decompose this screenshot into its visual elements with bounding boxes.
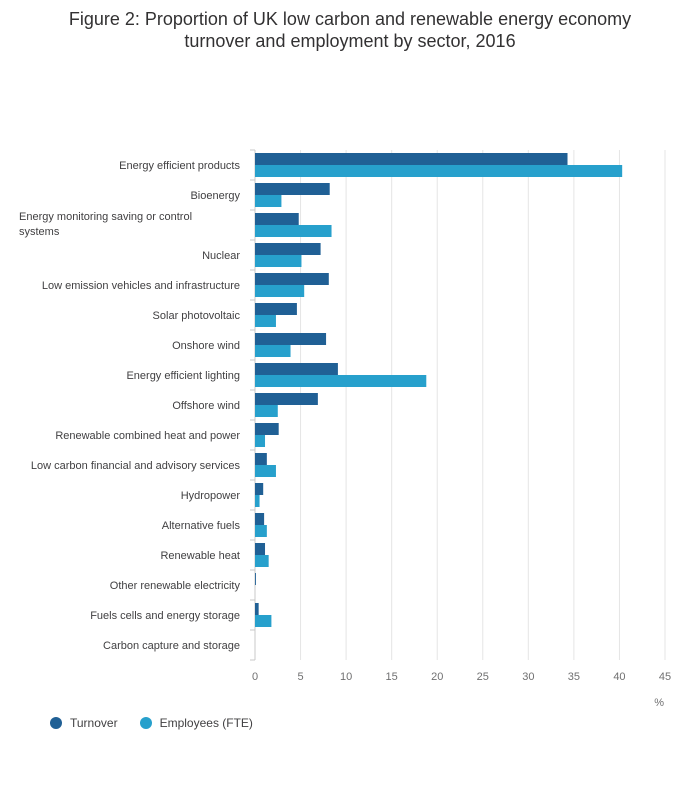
bar-employees [255, 165, 623, 177]
bar-turnover [255, 483, 264, 495]
category-label: Fuels cells and energy storage [90, 610, 240, 622]
x-tick-label: 10 [340, 671, 352, 683]
x-unit-label: % [654, 697, 664, 709]
category-label: Low carbon financial and advisory servic… [31, 460, 241, 472]
bar-turnover [255, 393, 318, 405]
bar-turnover [255, 603, 259, 615]
bar-turnover [255, 573, 256, 585]
x-tick-label: 0 [252, 671, 258, 683]
legend-item-turnover: Turnover [50, 716, 118, 730]
x-tick-label: 35 [568, 671, 580, 683]
category-label: Alternative fuels [162, 520, 241, 532]
x-tick-label: 45 [659, 671, 671, 683]
bar-employees [255, 615, 272, 627]
chart-title-line-2: turnover and employment by sector, 2016 [184, 31, 516, 51]
legend-label-employees: Employees (FTE) [159, 716, 253, 730]
chart-title-line-1: Figure 2: Proportion of UK low carbon an… [68, 9, 632, 29]
bar-employees [255, 195, 282, 207]
category-label: Solar photovoltaic [153, 310, 241, 322]
bar-employees [255, 435, 266, 447]
bar-turnover [255, 153, 568, 165]
bar-turnover [255, 333, 327, 345]
bar-turnover [255, 213, 299, 225]
bar-turnover [255, 183, 330, 195]
category-label: Renewable combined heat and power [55, 430, 240, 442]
category-label: Onshore wind [172, 340, 240, 352]
category-label: Offshore wind [172, 400, 240, 412]
category-label: Hydropower [181, 490, 241, 502]
bar-turnover [255, 423, 279, 435]
legend-swatch-employees [139, 717, 152, 729]
legend-item-employees: Employees (FTE) [139, 716, 253, 730]
x-tick-label: 40 [613, 671, 625, 683]
bar-turnover [255, 363, 338, 375]
bar-employees [255, 315, 276, 327]
bar-employees [255, 345, 291, 357]
category-label: Bioenergy [190, 190, 240, 202]
category-label: Carbon capture and storage [103, 640, 240, 652]
bar-employees [255, 495, 260, 507]
category-label: Renewable heat [160, 550, 240, 562]
category-label: Energy efficient lighting [126, 370, 240, 382]
category-label: Low emission vehicles and infrastructure [42, 280, 240, 292]
x-tick-label: 5 [297, 671, 303, 683]
bar-employees [255, 555, 269, 567]
bar-employees [255, 375, 427, 387]
legend-swatch-turnover [50, 717, 62, 729]
x-tick-label: 25 [477, 671, 489, 683]
chart-legend: Turnover Employees (FTE) [50, 716, 275, 730]
x-tick-label: 15 [386, 671, 398, 683]
category-label: Nuclear [202, 250, 240, 262]
legend-label-turnover: Turnover [70, 716, 118, 730]
x-tick-label: 30 [522, 671, 534, 683]
bar-turnover [255, 243, 321, 255]
x-tick-label: 20 [431, 671, 443, 683]
category-label: Energy efficient products [119, 160, 240, 172]
bar-turnover [255, 543, 266, 555]
bar-turnover [255, 303, 297, 315]
bar-employees [255, 255, 302, 267]
bar-employees [255, 225, 332, 237]
bar-turnover [255, 273, 329, 285]
bar-turnover [255, 513, 265, 525]
category-label: Energy monitoring saving or control syste… [19, 211, 192, 238]
category-label: Other renewable electricity [110, 580, 241, 592]
bar-turnover [255, 453, 267, 465]
bar-employees [255, 405, 278, 417]
bar-employees [255, 525, 267, 537]
bar-employees [255, 465, 276, 477]
bar-employees [255, 285, 305, 297]
